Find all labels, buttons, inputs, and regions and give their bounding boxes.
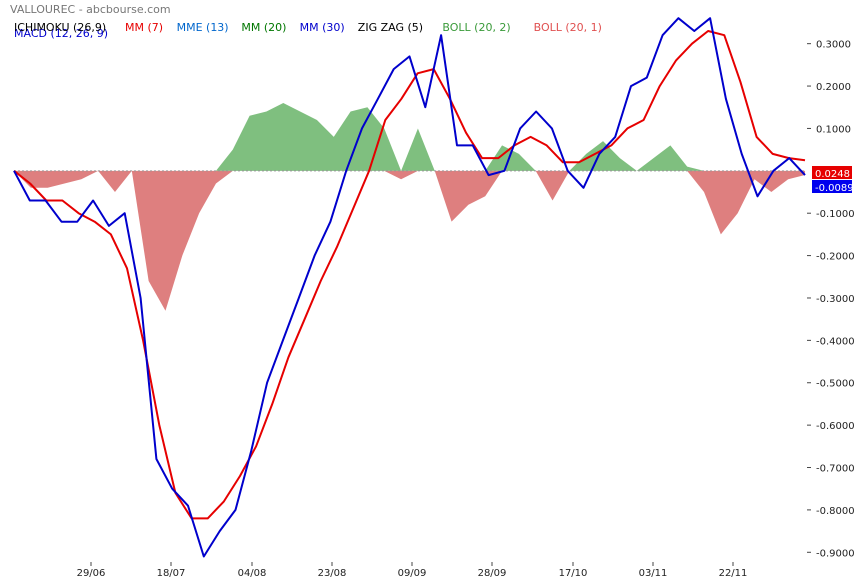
x-tick-label: 04/08 bbox=[238, 568, 267, 579]
x-tick-label: 18/07 bbox=[157, 568, 186, 579]
series-lines bbox=[13, 17, 806, 558]
y-tick-label: -0.2000 bbox=[816, 252, 855, 263]
x-tick-label: 17/10 bbox=[559, 568, 588, 579]
signal-value-badge-bg bbox=[812, 166, 852, 179]
legend-item: MM (7) bbox=[125, 21, 163, 34]
histogram-negative-area bbox=[14, 170, 805, 311]
legend-item: BOLL (20, 1) bbox=[534, 21, 602, 34]
value-badges: 0.0248 -0.0089 bbox=[812, 166, 854, 194]
x-tick-label: 28/09 bbox=[478, 568, 507, 579]
legend-item: MME (13) bbox=[177, 21, 229, 34]
y-tick-label: 0.2000 bbox=[816, 82, 851, 93]
legend-item: BOLL (20, 2) bbox=[442, 21, 510, 34]
x-tick-label: 09/09 bbox=[398, 568, 427, 579]
macd-value-badge: -0.0089 bbox=[815, 183, 854, 194]
signal-value-badge: 0.0248 bbox=[815, 169, 850, 180]
x-tick-label: 29/06 bbox=[77, 568, 106, 579]
x-axis: 29/06 18/07 04/08 23/08 09/09 28/09 17/10 03/11… bbox=[77, 562, 748, 579]
signal-line bbox=[13, 30, 806, 520]
y-tick-label: -0.6000 bbox=[816, 421, 855, 432]
histogram-positive-area bbox=[14, 103, 805, 171]
y-tick-label: -0.9000 bbox=[816, 548, 855, 559]
legend-item: MM (20) bbox=[241, 21, 286, 34]
y-tick-label: 0.1000 bbox=[816, 124, 851, 135]
y-axis: 0.3000 0.2000 0.1000 -0.1000 -0.2000 -0.3000 -… bbox=[807, 40, 855, 559]
indicator-legend: ICHIMOKU (26,9) MM (7) MME (13) MM (20) MM (… bbox=[14, 21, 602, 34]
y-tick-label: 0.3000 bbox=[816, 40, 851, 51]
y-tick-label: -0.3000 bbox=[816, 294, 855, 305]
y-tick-label: -0.5000 bbox=[816, 379, 855, 390]
y-tick-label: -0.7000 bbox=[816, 464, 855, 475]
y-tick-label: -0.8000 bbox=[816, 506, 855, 517]
x-tick-label: 22/11 bbox=[719, 568, 748, 579]
chart-source-title: VALLOUREC - abcbourse.com bbox=[10, 3, 171, 16]
macd-line bbox=[13, 17, 806, 558]
y-tick-label: -0.1000 bbox=[816, 209, 855, 220]
x-tick-label: 23/08 bbox=[318, 568, 347, 579]
x-tick-label: 03/11 bbox=[639, 568, 668, 579]
legend-macd: MACD (12, 26, 9) bbox=[14, 27, 108, 40]
legend-item: ZIG ZAG (5) bbox=[358, 21, 423, 34]
histogram-bars bbox=[14, 103, 805, 311]
macd-value-badge-bg bbox=[812, 180, 852, 193]
legend-item: ICHIMOKU (26,9) bbox=[14, 21, 106, 34]
legend-item: MM (30) bbox=[300, 21, 345, 34]
y-tick-label: -0.4000 bbox=[816, 336, 855, 347]
